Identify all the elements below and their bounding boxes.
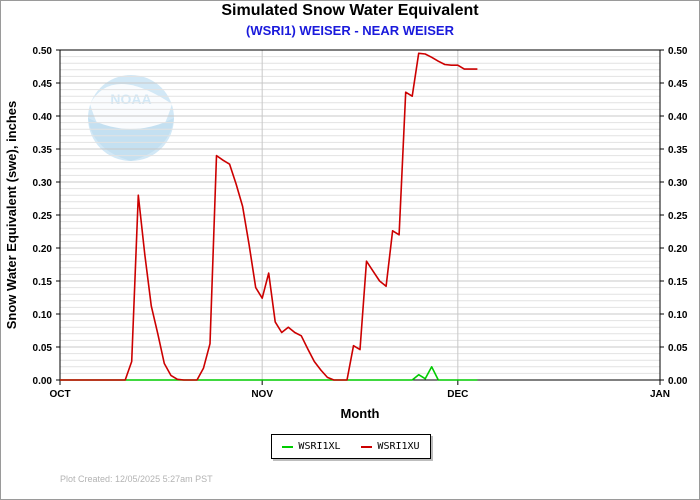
y-tick-label-right: 0.05	[668, 343, 688, 354]
y-tick-label-right: 0.10	[668, 310, 688, 321]
chart-subtitle: (WSRI1) WEISER - NEAR WEISER	[245, 23, 454, 38]
legend-item-xu: WSRI1XU	[361, 441, 420, 452]
legend-item-xl: WSRI1XL	[282, 441, 341, 452]
y-tick-label-left: 0.05	[33, 343, 53, 354]
y-tick-label-left: 0.00	[33, 376, 53, 387]
legend-label-xu: WSRI1XU	[377, 441, 420, 452]
y-tick-label-right: 0.15	[668, 277, 688, 288]
y-tick-label-left: 0.15	[33, 277, 53, 288]
y-tick-label-right: 0.25	[668, 211, 688, 222]
y-tick-label-right: 0.20	[668, 244, 688, 255]
y-tick-label-left: 0.25	[33, 211, 53, 222]
legend-swatch-xl	[282, 445, 294, 448]
noaa-logo: NOAA	[88, 75, 174, 161]
y-tick-label-right: 0.45	[668, 79, 688, 90]
y-tick-label-left: 0.10	[33, 310, 53, 321]
series-line-wsri1xl	[60, 365, 478, 381]
y-tick-label-right: 0.35	[668, 145, 688, 156]
series-lines	[60, 52, 478, 381]
y-tick-label-right: 0.00	[668, 376, 688, 387]
y-axis-label: Snow Water Equivalent (swe), inches	[4, 101, 19, 330]
y-tick-label-right: 0.30	[668, 178, 688, 189]
noaa-logo-text: NOAA	[110, 91, 151, 107]
y-tick-label-left: 0.45	[33, 79, 53, 90]
x-tick-label: OCT	[49, 389, 70, 400]
x-tick-label: JAN	[650, 389, 670, 400]
x-axis-label: Month	[341, 406, 380, 421]
y-tick-label-left: 0.50	[33, 46, 53, 57]
x-tick-label: NOV	[251, 389, 273, 400]
y-tick-label-right: 0.50	[668, 46, 688, 57]
chart-title: Simulated Snow Water Equivalent	[221, 2, 479, 19]
legend-label-xl: WSRI1XL	[298, 441, 341, 452]
plot-created-note: Plot Created: 12/05/2025 5:27am PST	[60, 474, 213, 484]
ticks: 0.00 0.00 0.05 0.05 0.10 0.10 0.15 0.15 0.20 0.20…	[33, 46, 688, 400]
series-line-wsri1xu	[60, 52, 478, 381]
y-tick-label-right: 0.40	[668, 112, 688, 123]
y-tick-label-left: 0.40	[33, 112, 53, 123]
x-tick-label: DEC	[447, 389, 468, 400]
y-tick-label-left: 0.20	[33, 244, 53, 255]
legend-swatch-xu	[361, 445, 373, 448]
legend: WSRI1XL WSRI1XU	[271, 434, 431, 459]
y-tick-label-left: 0.30	[33, 178, 53, 189]
y-tick-label-left: 0.35	[33, 145, 53, 156]
